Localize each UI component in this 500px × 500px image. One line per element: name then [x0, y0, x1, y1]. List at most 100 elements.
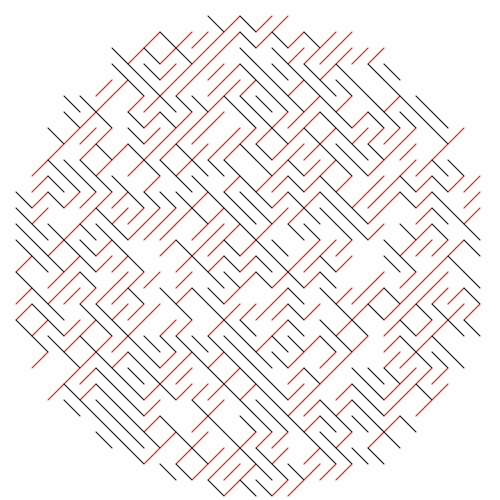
falling-stroke [335, 143, 353, 161]
falling-stroke [47, 303, 65, 321]
rising-stroke [31, 175, 49, 193]
falling-stroke [335, 127, 353, 145]
falling-stroke [207, 15, 225, 33]
rising-stroke [159, 351, 177, 369]
rising-stroke [303, 95, 321, 113]
falling-stroke [431, 159, 449, 177]
falling-stroke [287, 223, 305, 241]
rising-stroke [271, 143, 289, 161]
rising-stroke [255, 303, 273, 321]
rising-stroke [95, 127, 113, 145]
rising-stroke [79, 143, 97, 161]
falling-stroke [287, 335, 305, 353]
falling-stroke [175, 191, 193, 209]
falling-stroke [383, 287, 401, 305]
falling-stroke [255, 463, 273, 481]
falling-stroke [239, 319, 257, 337]
rising-stroke [255, 223, 273, 241]
rising-stroke [367, 127, 385, 145]
rising-stroke [335, 383, 353, 401]
falling-stroke [143, 335, 161, 353]
rising-stroke [399, 271, 417, 289]
falling-stroke [319, 191, 337, 209]
falling-stroke [15, 271, 33, 289]
rising-stroke [319, 127, 337, 145]
falling-stroke [431, 111, 449, 129]
falling-stroke [415, 111, 433, 129]
falling-stroke [255, 367, 273, 385]
falling-stroke [255, 191, 273, 209]
rising-stroke [175, 255, 193, 273]
falling-stroke [399, 335, 417, 353]
rising-stroke [239, 127, 257, 145]
rising-stroke [95, 287, 113, 305]
falling-stroke [175, 463, 193, 481]
falling-stroke [239, 15, 257, 33]
falling-stroke [431, 207, 449, 225]
falling-stroke [207, 415, 225, 433]
rising-stroke [287, 111, 305, 129]
falling-stroke [47, 191, 65, 209]
rising-stroke [159, 223, 177, 241]
rising-stroke [191, 223, 209, 241]
rising-stroke [271, 175, 289, 193]
rising-stroke [383, 143, 401, 161]
falling-stroke [127, 143, 145, 161]
falling-stroke [223, 319, 241, 337]
falling-stroke [47, 255, 65, 273]
rising-stroke [399, 159, 417, 177]
falling-stroke [63, 95, 81, 113]
falling-stroke [175, 239, 193, 257]
rising-stroke [271, 287, 289, 305]
falling-stroke [223, 383, 241, 401]
falling-stroke [335, 303, 353, 321]
rising-stroke [303, 111, 321, 129]
falling-stroke [239, 191, 257, 209]
rising-stroke [127, 207, 145, 225]
rising-stroke [79, 367, 97, 385]
falling-stroke [111, 223, 129, 241]
falling-stroke [111, 399, 129, 417]
falling-stroke [223, 191, 241, 209]
falling-stroke [335, 415, 353, 433]
rising-stroke [415, 175, 433, 193]
falling-stroke [47, 127, 65, 145]
rising-stroke [175, 111, 193, 129]
falling-stroke [63, 239, 81, 257]
falling-stroke [271, 127, 289, 145]
rising-stroke [303, 447, 321, 465]
falling-stroke [191, 335, 209, 353]
rising-stroke [191, 239, 209, 257]
rising-stroke [239, 463, 257, 481]
rising-stroke [367, 175, 385, 193]
rising-stroke [47, 271, 65, 289]
rising-stroke [255, 431, 273, 449]
rising-stroke [191, 111, 209, 129]
rising-stroke [191, 47, 209, 65]
rising-stroke [319, 31, 337, 49]
rising-stroke [319, 463, 337, 481]
rising-stroke [463, 303, 481, 321]
rising-stroke [175, 31, 193, 49]
falling-stroke [15, 191, 33, 209]
rising-stroke [367, 431, 385, 449]
rising-stroke [239, 255, 257, 273]
rising-stroke [287, 399, 305, 417]
rising-stroke [303, 175, 321, 193]
falling-stroke [319, 287, 337, 305]
rising-stroke [79, 207, 97, 225]
falling-stroke [63, 383, 81, 401]
rising-stroke [383, 383, 401, 401]
falling-stroke [415, 303, 433, 321]
rising-stroke [447, 287, 465, 305]
falling-stroke [159, 415, 177, 433]
falling-stroke [127, 447, 145, 465]
falling-stroke [127, 367, 145, 385]
falling-stroke [431, 191, 449, 209]
falling-stroke [239, 95, 257, 113]
falling-stroke [111, 431, 129, 449]
rising-stroke [143, 447, 161, 465]
rising-stroke [399, 303, 417, 321]
falling-stroke [223, 95, 241, 113]
rising-stroke [207, 95, 225, 113]
